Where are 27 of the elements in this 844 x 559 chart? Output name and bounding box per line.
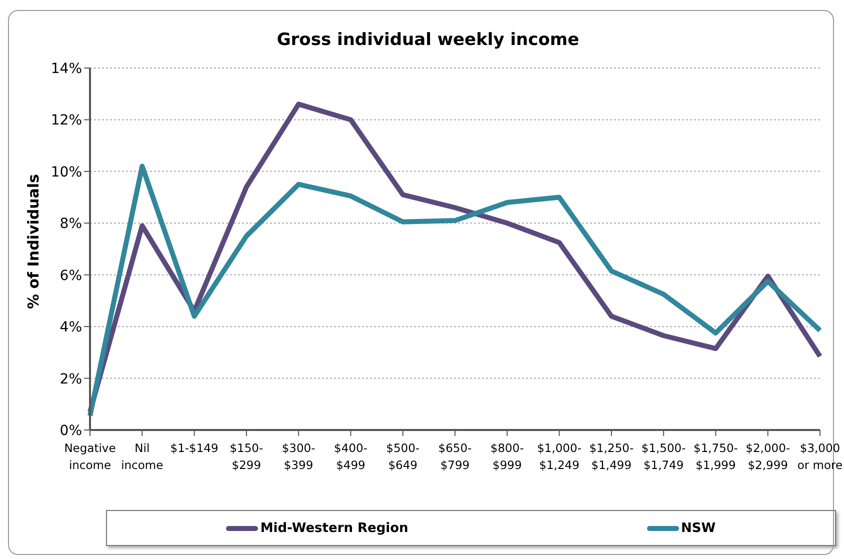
legend-label: NSW — [680, 520, 716, 536]
x-tick-label: $3,000 or more — [797, 441, 843, 472]
x-tick-label: $150-$299 — [230, 441, 264, 472]
y-axis-title: % of Individuals — [24, 174, 42, 309]
x-tick-label: $500-$649 — [386, 441, 420, 472]
y-tick-label: 2% — [60, 371, 82, 388]
y-tick-label: 4% — [60, 320, 82, 336]
x-tick-label: Negative income — [64, 441, 116, 472]
x-tick-label: $1,750-$1,999 — [694, 441, 738, 472]
x-tick-label: $400-$499 — [334, 441, 368, 472]
x-tick-label: $2,000-$2,999 — [746, 441, 790, 472]
x-tick-label: $1,500-$1,749 — [641, 441, 686, 472]
y-tick-label: 10% — [50, 164, 82, 180]
y-tick-label: 14% — [50, 60, 82, 77]
chart-title: Gross individual weekly income — [276, 30, 580, 50]
x-tick-label: $1,250-$1,499 — [589, 441, 634, 472]
x-tick-label: Nil income — [121, 441, 164, 472]
y-tick-label: 6% — [60, 268, 82, 284]
legend-label: Mid-Western Region — [259, 520, 408, 536]
x-tick-label: $800-$999 — [490, 441, 524, 472]
y-tick-label: 0% — [60, 422, 82, 439]
x-tick-label: $650-$799 — [438, 441, 472, 472]
x-tick-label: $1-$149 — [170, 441, 218, 455]
y-tick-label: 8% — [60, 216, 82, 232]
y-tick-label: 12% — [50, 112, 82, 129]
x-tick-label: $300-$399 — [282, 441, 316, 472]
x-tick-label: $1,000-$1,249 — [537, 441, 582, 472]
